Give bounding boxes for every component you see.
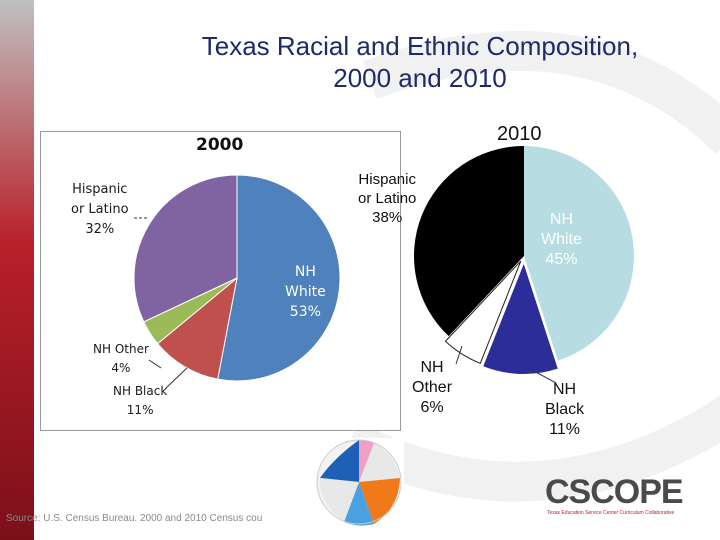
pie-2010-slice-nh-other [444, 260, 522, 364]
label-2010-hispanic-value: 38% [372, 209, 403, 226]
source-note: Source: U.S. Census Bureau. 2000 and 201… [6, 513, 263, 524]
pie-chart-2000 [133, 174, 341, 389]
logo-text: CSCOPE [545, 473, 684, 511]
label-2000-black-line1: NH Black [113, 384, 168, 398]
cscope-logo: CSCOPE Texas Education Service Center Cu… [545, 474, 705, 522]
label-2000-white-value: 53% [289, 304, 321, 320]
pie-2000-slice-hispanic-or-latino [133, 174, 238, 323]
title-line-1: Texas Racial and Ethnic Composition, [201, 31, 639, 61]
label-2000-other-value: 4% [111, 361, 131, 375]
leader-2000-other [148, 359, 162, 369]
pie-2010-slice-nh-white [524, 146, 634, 361]
label-2000-other: NH Other 4% [93, 340, 149, 378]
label-2010-other-line1: NH [420, 359, 444, 376]
chart-2000-panel: 2000 Hispanic or Latino 32% NH White 53%… [40, 131, 401, 431]
left-accent-bar [0, 0, 34, 540]
pie-2010-slice-hispanic-or-latino [414, 146, 524, 337]
pie-2000-slice-nh-white [217, 174, 341, 382]
label-2000-white-line2: White [285, 284, 326, 300]
label-2000-other-line1: NH Other [93, 342, 149, 356]
label-2000-white: NH White 53% [285, 262, 326, 322]
label-2010-other-line2: Other [412, 379, 453, 396]
label-2010-black-line2: Black [545, 401, 585, 418]
label-2010-other: NH Other 6% [412, 358, 452, 418]
label-2010-black-value: 11% [549, 421, 580, 438]
label-2000-black: NH Black 11% [113, 382, 167, 420]
label-2000-hispanic-line2: or Latino [71, 202, 129, 217]
label-2000-hispanic: Hispanic or Latino 32% [71, 180, 129, 240]
label-2000-hispanic-line1: Hispanic [72, 182, 128, 197]
background-watermark [341, 30, 720, 502]
label-2010-white-line1: NH [549, 211, 573, 228]
label-2010-black-line1: NH [553, 381, 577, 398]
label-2010-hispanic: Hispanic or Latino 38% [358, 170, 416, 227]
label-2000-hispanic-value: 32% [85, 222, 115, 237]
label-2010-white-line2: White [541, 231, 582, 248]
title-line-2: 2000 and 2010 [333, 63, 507, 93]
chart-2010-title: 2010 [497, 123, 542, 145]
label-2010-white-value: 45% [545, 251, 578, 268]
label-2010-other-value: 6% [420, 399, 444, 416]
leader-2010-black [531, 369, 557, 384]
pie-2010-slice-nh-black [483, 263, 558, 374]
slide-title: Texas Racial and Ethnic Composition, 200… [120, 30, 720, 94]
chart-2000-title: 2000 [196, 135, 244, 155]
label-2000-black-value: 11% [126, 403, 154, 417]
label-2010-hispanic-line1: Hispanic [358, 171, 416, 188]
label-2010-black: NH Black 11% [545, 380, 584, 440]
leader-2010-other [455, 345, 463, 365]
logo-subtitle: Texas Education Service Center Curriculu… [547, 510, 675, 516]
leader-2000-black [165, 367, 188, 389]
pie-2000-slice-nh-black [156, 276, 238, 380]
beach-ball-image [314, 438, 404, 540]
label-2000-white-line1: NH [294, 264, 316, 280]
label-2010-hispanic-line2: or Latino [358, 190, 417, 207]
label-2010-white: NH White 45% [541, 210, 582, 270]
